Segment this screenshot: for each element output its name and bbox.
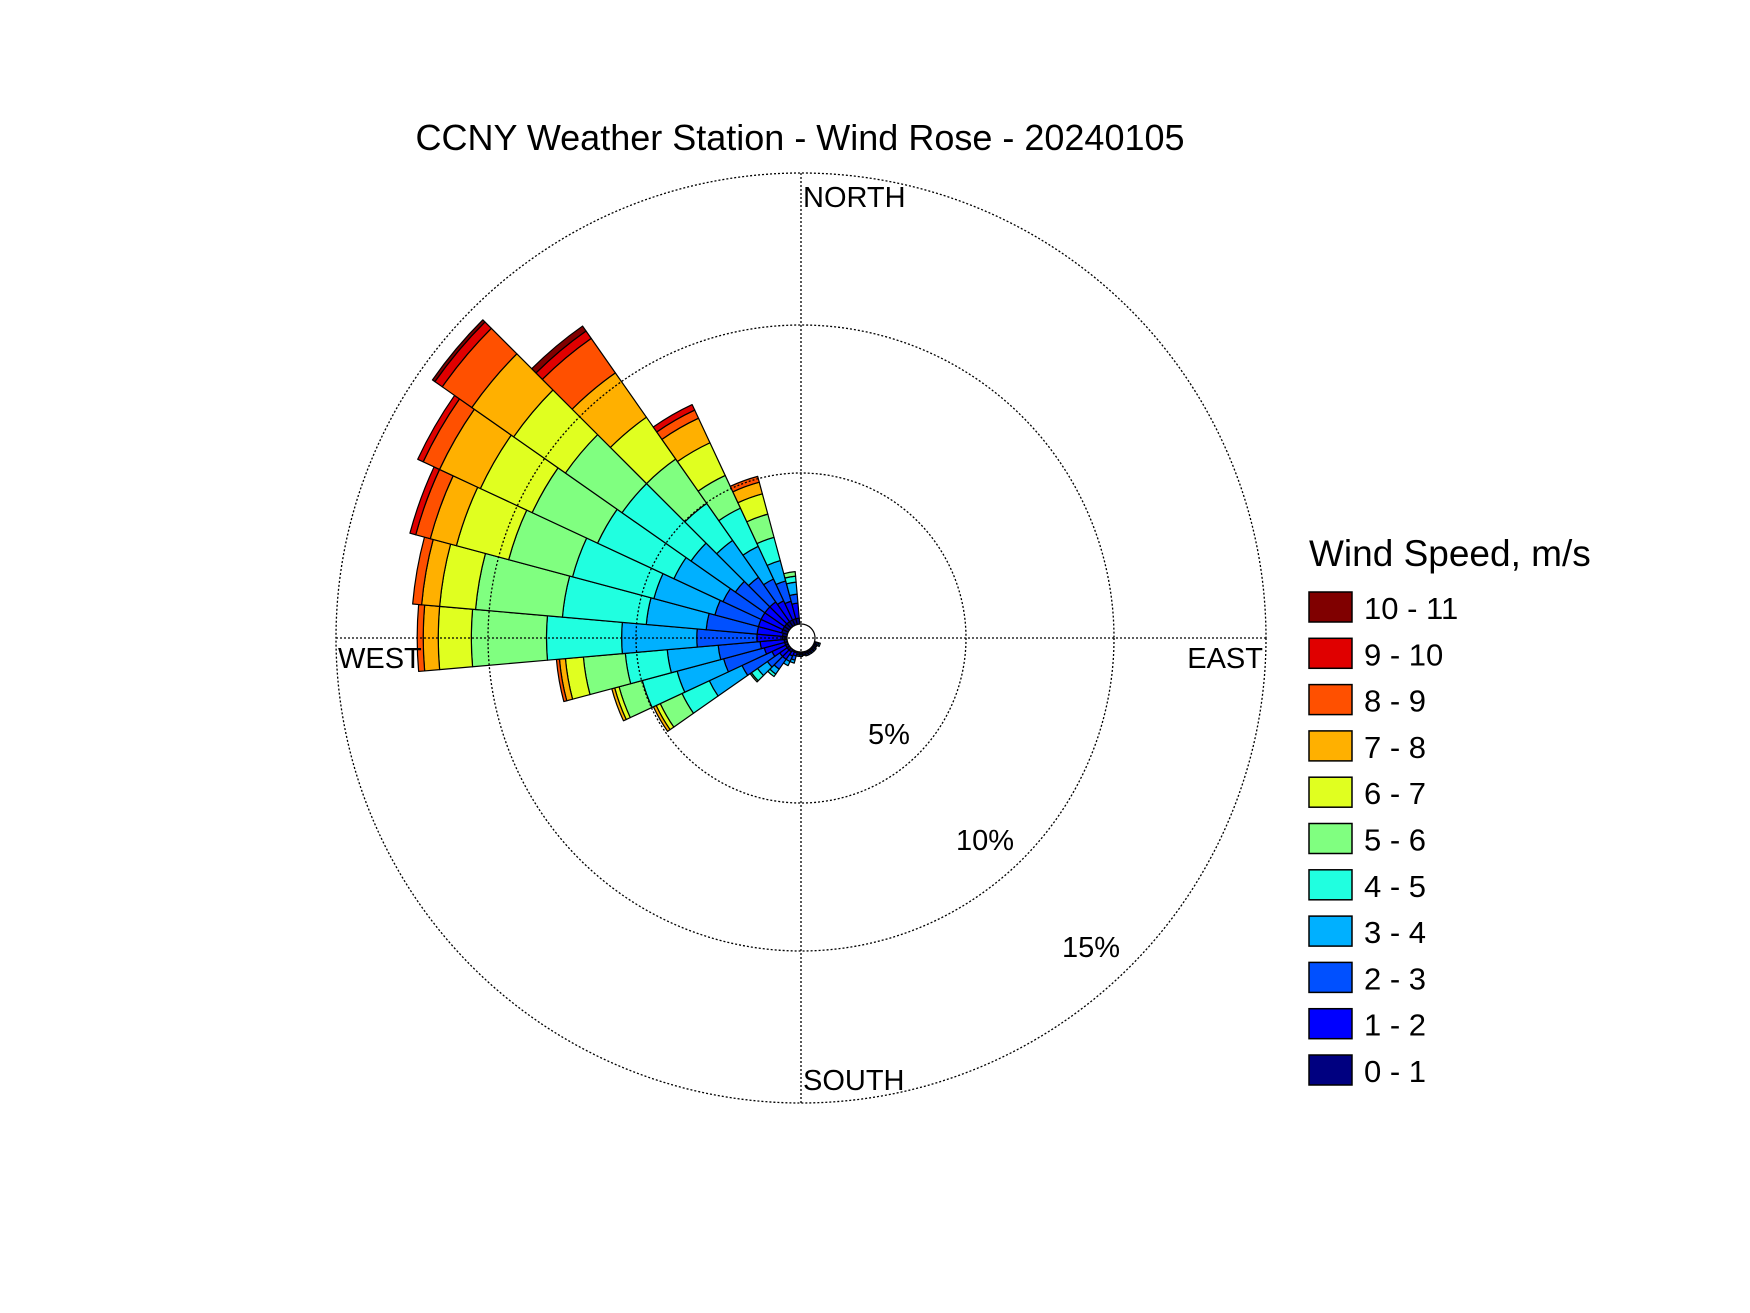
legend-label-1: 1 - 2 <box>1364 1008 1426 1043</box>
ring-label-5: 5% <box>868 719 910 751</box>
grid-ring-5 <box>635 472 967 804</box>
grid-ring-10 <box>487 324 1115 952</box>
ring-label-10: 10% <box>956 825 1014 857</box>
legend-label-6: 6 - 7 <box>1364 776 1426 811</box>
legend-label-5: 5 - 6 <box>1364 823 1426 858</box>
sector-350-bin-5 <box>783 571 797 579</box>
wind-sectors <box>409 319 821 732</box>
legend-label-3: 3 - 4 <box>1364 915 1426 950</box>
sector-310-bin-10 <box>431 319 486 383</box>
legend-label-9: 9 - 10 <box>1364 637 1443 672</box>
ring-label-15: 15% <box>1062 932 1120 964</box>
legend-label-7: 7 - 8 <box>1364 730 1426 765</box>
legend-swatch-9 <box>1308 637 1353 670</box>
legend-label-0: 0 - 1 <box>1364 1054 1426 1089</box>
polar-grid <box>335 172 1267 1104</box>
sector-110-bin-3 <box>817 642 821 648</box>
legend-swatch-5 <box>1308 822 1353 855</box>
legend-swatch-2 <box>1308 961 1353 994</box>
legend-swatch-6 <box>1308 776 1353 808</box>
legend-swatch-0 <box>1308 1054 1353 1086</box>
legend: 10 - 11 9 - 10 8 - 9 7 - 8 6 - 7 5 - 6 4 - 5 3 … <box>1308 591 1458 1089</box>
legend-swatch-1 <box>1308 1007 1353 1040</box>
legend-label-8: 8 - 9 <box>1364 684 1426 719</box>
legend-swatch-4 <box>1308 869 1353 901</box>
sector-340-bin-8 <box>729 475 760 493</box>
grid-ring-15 <box>335 172 1267 1104</box>
direction-label-north: NORTH <box>803 182 906 214</box>
sector-160-bin-2 <box>804 652 810 657</box>
direction-label-east: EAST <box>1187 643 1263 675</box>
legend-title: Wind Speed, m/s <box>1309 533 1591 574</box>
direction-label-south: SOUTH <box>803 1065 905 1097</box>
legend-swatch-3 <box>1308 915 1353 947</box>
chart-title: CCNY Weather Station - Wind Rose - 20240… <box>415 117 1184 158</box>
legend-swatch-7 <box>1308 730 1353 762</box>
sector-330-bin-9 <box>652 403 696 433</box>
sector-320-bin-10 <box>531 325 587 374</box>
legend-swatch-8 <box>1308 683 1353 716</box>
legend-label-10: 10 - 11 <box>1364 591 1458 626</box>
legend-label-2: 2 - 3 <box>1364 961 1426 996</box>
legend-label-4: 4 - 5 <box>1364 869 1426 904</box>
sector-270-bin-6 <box>437 605 474 671</box>
legend-swatch-10 <box>1308 591 1353 623</box>
direction-label-west: WEST <box>338 643 422 675</box>
